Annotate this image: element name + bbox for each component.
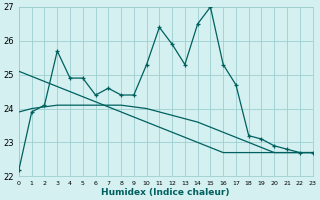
X-axis label: Humidex (Indice chaleur): Humidex (Indice chaleur) (101, 188, 230, 197)
